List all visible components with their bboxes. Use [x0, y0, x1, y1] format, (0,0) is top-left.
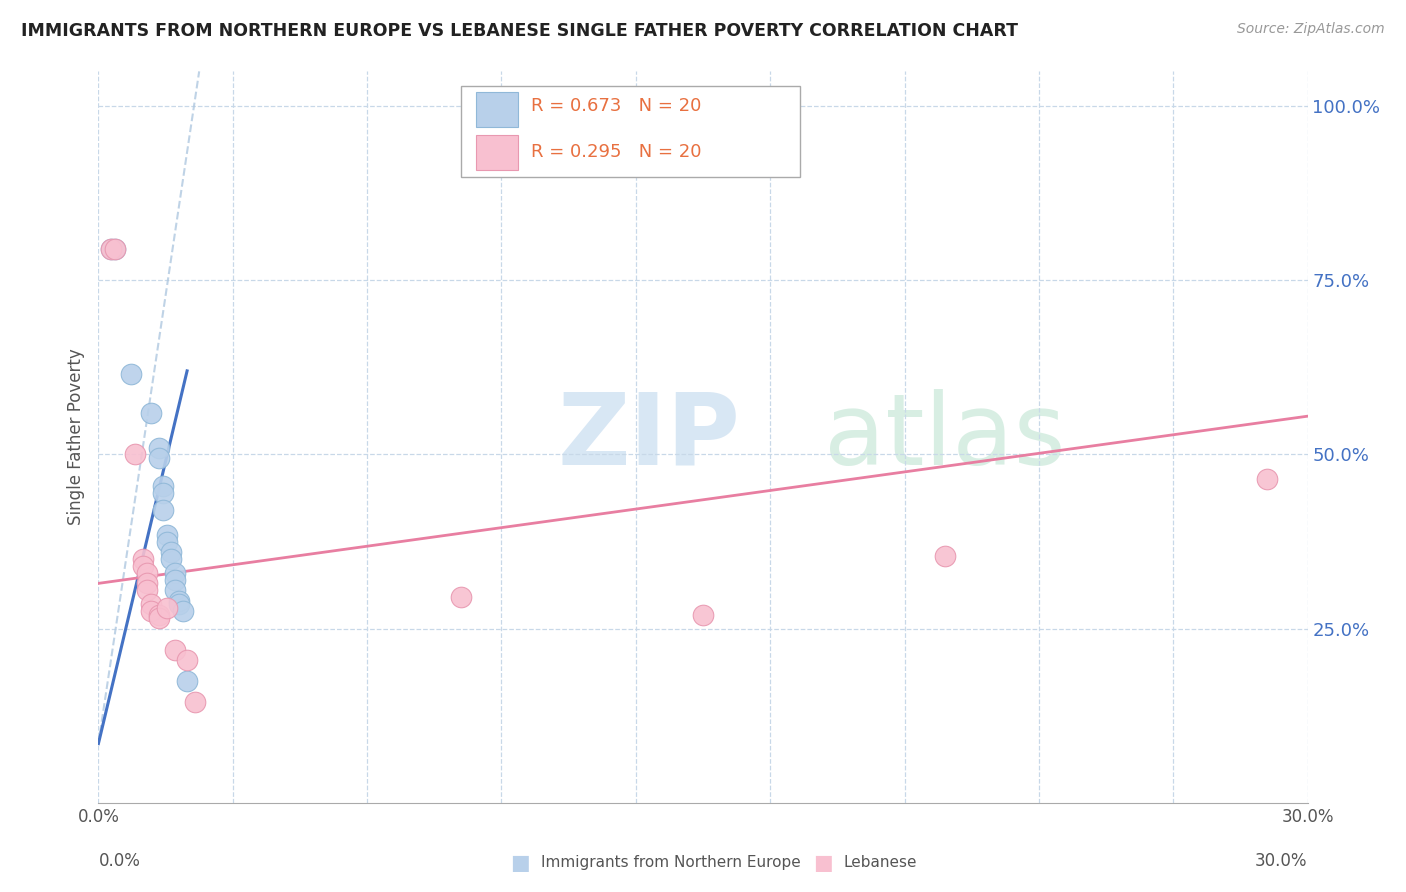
Point — [120, 368, 142, 382]
Point — [156, 527, 179, 541]
Point — [135, 566, 157, 580]
Text: Source: ZipAtlas.com: Source: ZipAtlas.com — [1237, 22, 1385, 37]
Point — [152, 485, 174, 500]
Point — [139, 406, 162, 420]
Point — [450, 591, 472, 605]
Y-axis label: Single Father Poverty: Single Father Poverty — [66, 349, 84, 525]
Point — [160, 552, 183, 566]
Text: R = 0.673   N = 20: R = 0.673 N = 20 — [531, 97, 702, 115]
Point — [184, 695, 207, 709]
Point — [152, 503, 174, 517]
Point — [100, 242, 122, 256]
Point — [163, 566, 186, 580]
FancyBboxPatch shape — [461, 86, 800, 178]
Point — [163, 583, 186, 598]
Point — [163, 573, 186, 587]
Point — [160, 545, 183, 559]
Point — [148, 611, 170, 625]
Point — [156, 600, 179, 615]
Point — [176, 673, 198, 688]
Point — [172, 604, 194, 618]
Point — [163, 642, 186, 657]
Text: ZIP: ZIP — [558, 389, 741, 485]
Point — [103, 242, 125, 256]
Text: 30.0%: 30.0% — [1256, 852, 1308, 870]
Point — [152, 479, 174, 493]
Point — [176, 653, 198, 667]
Point — [135, 583, 157, 598]
Point — [167, 594, 190, 608]
Text: Lebanese: Lebanese — [844, 855, 917, 870]
Point — [1256, 472, 1278, 486]
Point — [103, 242, 125, 256]
Point — [156, 534, 179, 549]
Point — [167, 597, 190, 611]
Point — [692, 607, 714, 622]
Point — [139, 604, 162, 618]
Text: Immigrants from Northern Europe: Immigrants from Northern Europe — [541, 855, 801, 870]
Text: ■: ■ — [813, 853, 832, 872]
Point — [934, 549, 956, 563]
Point — [148, 441, 170, 455]
Text: IMMIGRANTS FROM NORTHERN EUROPE VS LEBANESE SINGLE FATHER POVERTY CORRELATION CH: IMMIGRANTS FROM NORTHERN EUROPE VS LEBAN… — [21, 22, 1018, 40]
Point — [148, 607, 170, 622]
Point — [132, 558, 155, 573]
Point — [100, 242, 122, 256]
Text: 0.0%: 0.0% — [98, 852, 141, 870]
Point — [148, 450, 170, 465]
Bar — [475, 92, 517, 128]
Point — [135, 576, 157, 591]
Bar — [475, 135, 517, 170]
Point — [132, 552, 155, 566]
Text: ■: ■ — [510, 853, 530, 872]
Text: R = 0.295   N = 20: R = 0.295 N = 20 — [531, 143, 702, 161]
Text: atlas: atlas — [824, 389, 1066, 485]
Point — [139, 597, 162, 611]
Point — [124, 448, 146, 462]
